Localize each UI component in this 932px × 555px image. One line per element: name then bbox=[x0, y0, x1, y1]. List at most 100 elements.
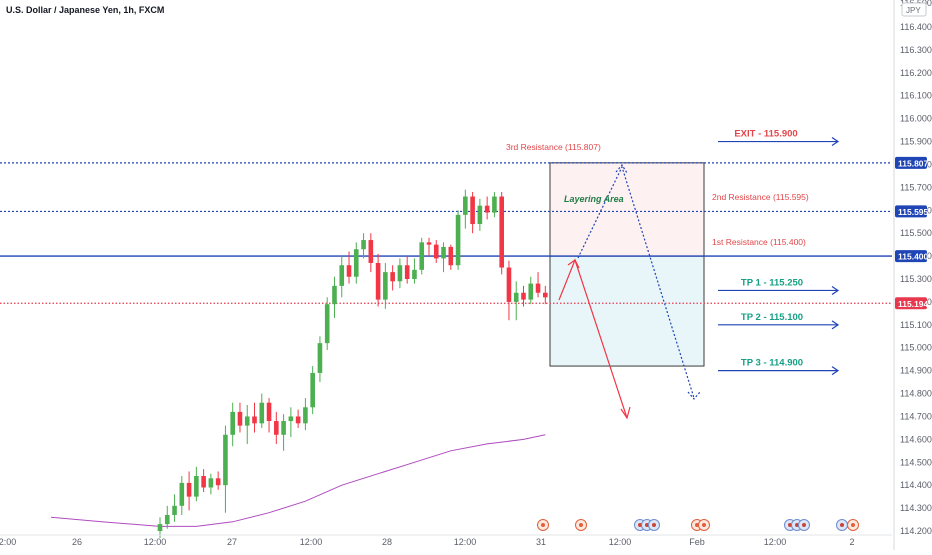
candle-body-39 bbox=[441, 246, 446, 259]
price-tick-22: 114.200 bbox=[900, 526, 932, 536]
stop-zone-box bbox=[549, 162, 705, 257]
blue-arrowhead-up bbox=[615, 163, 628, 174]
tp3-label: TP 3 - 114.900 bbox=[741, 358, 803, 369]
event-dot-1 bbox=[579, 523, 583, 527]
time-tick-10: 12:00 bbox=[764, 537, 787, 547]
tp1-arrowhead bbox=[831, 285, 840, 295]
price-tick-20: 114.400 bbox=[900, 480, 932, 490]
candle-body-47 bbox=[499, 196, 504, 268]
moving-average-line bbox=[50, 434, 546, 527]
time-tick-5: 28 bbox=[382, 537, 392, 547]
candle-body-9 bbox=[223, 434, 228, 486]
price-label-bg-0 bbox=[895, 156, 927, 169]
candle-body-24 bbox=[332, 285, 337, 305]
price-tick-0: 116.400 bbox=[900, 22, 932, 32]
price-tick-9: 115.500 bbox=[900, 228, 932, 238]
layering-area-label: Layering Area bbox=[564, 194, 624, 204]
event-dot-2 bbox=[638, 523, 642, 527]
currency-badge bbox=[901, 2, 927, 17]
price-tick-13: 115.100 bbox=[900, 320, 932, 330]
event-dot-10 bbox=[840, 523, 844, 527]
target-zone-box bbox=[549, 255, 705, 367]
candle-body-31 bbox=[383, 272, 388, 300]
price-label-bg-3 bbox=[895, 297, 927, 310]
event-dot-9 bbox=[802, 523, 806, 527]
price-tick-2: 116.200 bbox=[900, 68, 932, 78]
red-arrowhead-down bbox=[620, 406, 631, 420]
candle-body-0 bbox=[157, 524, 163, 531]
time-tick-0: 12:00 bbox=[0, 537, 16, 547]
candle-body-30 bbox=[375, 262, 381, 300]
price-tick-3: 116.100 bbox=[900, 91, 932, 101]
currency-badge-text: JPY bbox=[906, 6, 921, 15]
tp2-label: TP 2 - 115.100 bbox=[741, 312, 803, 323]
price-tick-17: 114.700 bbox=[900, 411, 932, 421]
time-tick-3: 27 bbox=[227, 537, 237, 547]
candle-body-29 bbox=[368, 240, 374, 263]
price-label-2: 115.400 bbox=[898, 252, 929, 262]
time-tick-4: 12:00 bbox=[300, 537, 323, 547]
candle-body-4 bbox=[186, 482, 192, 497]
candle-body-35 bbox=[412, 269, 417, 279]
event-dot-11 bbox=[851, 523, 855, 527]
candle-body-37 bbox=[426, 242, 432, 245]
price-tick-7: 115.700 bbox=[900, 182, 932, 192]
resistance-1-label: 1st Resistance (115.400) bbox=[712, 237, 806, 247]
exit-arrowhead bbox=[831, 137, 840, 147]
time-tick-1: 26 bbox=[72, 537, 82, 547]
candle-body-45 bbox=[484, 205, 490, 213]
candle-body-18 bbox=[288, 416, 294, 422]
price-tick-19: 114.500 bbox=[900, 457, 932, 467]
chart-title: U.S. Dollar / Japanese Yen, 1h, FXCM bbox=[6, 5, 164, 15]
price-tick-5: 115.900 bbox=[900, 137, 932, 147]
event-dot-5 bbox=[695, 523, 699, 527]
price-label-bg-2 bbox=[895, 250, 927, 263]
candle-body-50 bbox=[521, 292, 526, 300]
blue-arrowhead-down bbox=[687, 391, 701, 400]
scenario-arrow-blue bbox=[577, 165, 695, 399]
candle-body-33 bbox=[397, 265, 403, 282]
time-tick-7: 31 bbox=[536, 537, 546, 547]
price-label-1: 115.595 bbox=[898, 207, 929, 217]
price-label-bg-1 bbox=[895, 205, 927, 218]
candle-body-36 bbox=[419, 242, 425, 270]
candle-body-14 bbox=[259, 402, 265, 424]
candle-body-49 bbox=[513, 292, 519, 302]
price-tick-4: 116.000 bbox=[900, 114, 932, 124]
candle-body-44 bbox=[477, 205, 483, 225]
candle-body-28 bbox=[361, 240, 366, 250]
candle-body-10 bbox=[230, 411, 235, 435]
price-tick-21: 114.300 bbox=[900, 503, 932, 513]
time-tick-8: 12:00 bbox=[609, 537, 632, 547]
event-dot-0 bbox=[541, 523, 545, 527]
candle-body-26 bbox=[346, 265, 352, 277]
candle-body-7 bbox=[208, 478, 214, 488]
resistance-3-label: 3rd Resistance (115.807) bbox=[506, 142, 601, 152]
event-dot-4 bbox=[652, 523, 656, 527]
candle-body-25 bbox=[339, 265, 345, 286]
candle-body-16 bbox=[274, 421, 279, 435]
candle-body-51 bbox=[528, 283, 534, 300]
time-tick-2: 12:00 bbox=[144, 537, 167, 547]
price-tick-16: 114.800 bbox=[900, 389, 932, 399]
price-tick-1: 116.300 bbox=[900, 45, 932, 55]
candle-body-23 bbox=[324, 304, 330, 344]
candle-body-11 bbox=[237, 411, 243, 426]
candle-body-38 bbox=[433, 244, 439, 259]
candle-body-34 bbox=[404, 265, 410, 279]
candle-body-5 bbox=[194, 476, 199, 497]
candle-body-1 bbox=[164, 514, 170, 525]
candle-body-21 bbox=[310, 372, 315, 408]
tp1-label: TP 1 - 115.250 bbox=[741, 277, 803, 288]
candle-body-2 bbox=[172, 505, 177, 515]
candle-body-20 bbox=[303, 407, 308, 424]
candle-body-52 bbox=[535, 283, 541, 293]
event-dot-7 bbox=[788, 523, 792, 527]
price-tick-11: 115.300 bbox=[900, 274, 932, 284]
red-arrowhead-up bbox=[567, 259, 580, 269]
candle-body-48 bbox=[506, 267, 512, 302]
candle-body-40 bbox=[448, 246, 454, 266]
candle-body-53 bbox=[543, 292, 548, 298]
